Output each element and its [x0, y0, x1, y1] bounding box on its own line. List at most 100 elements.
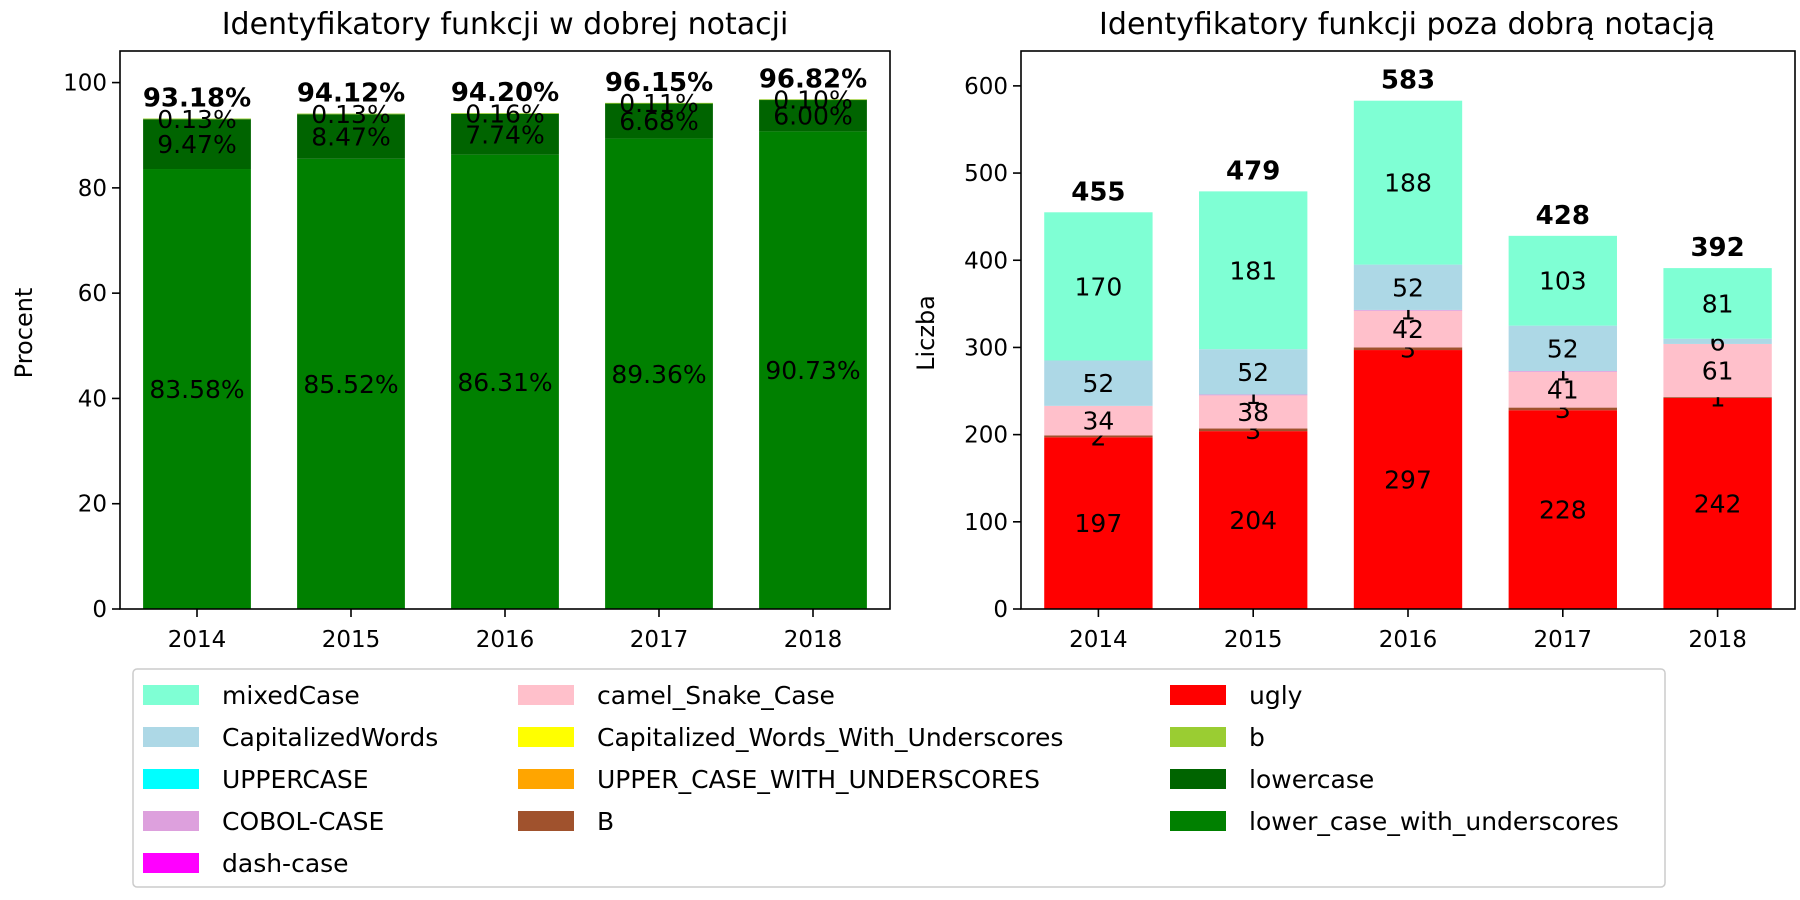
bar-segment	[759, 99, 867, 132]
bar-segment	[1353, 310, 1463, 348]
data-label: 8.47%	[311, 123, 390, 152]
data-label: 83.58%	[149, 375, 244, 404]
bar-segment	[1199, 349, 1308, 395]
y-tick-label: 100	[63, 71, 107, 97]
bar-segment	[759, 131, 867, 609]
legend-label: lowercase	[1249, 765, 1374, 794]
data-label: 34	[1082, 407, 1114, 436]
data-label: 81	[1702, 289, 1734, 318]
bar-segment	[451, 113, 559, 155]
y-tick-label: 300	[964, 335, 1008, 361]
data-label: 85.52%	[303, 370, 398, 399]
data-label: 6.68%	[619, 107, 698, 136]
bar-segment	[1199, 431, 1308, 609]
legend-label: COBOL-CASE	[222, 807, 384, 836]
legend-swatch	[1170, 811, 1226, 831]
bar-segment	[1663, 338, 1772, 344]
y-axis-label: Procent	[10, 288, 38, 379]
bar-segment	[143, 118, 251, 120]
legend-items: mixedCase CapitalizedWords UPPERCASE COBOL-…	[143, 681, 1619, 878]
bar-segment	[605, 103, 713, 139]
legend-swatch	[143, 853, 199, 873]
x-tick-label: 2015	[322, 627, 381, 653]
bar-segment	[451, 154, 559, 610]
data-label: 242	[1694, 490, 1742, 519]
y-axis-label: Liczba	[912, 295, 940, 371]
data-label: 42	[1392, 315, 1424, 344]
data-label: 170	[1075, 272, 1123, 301]
plot-area: 0100200300400500600201419723452170455201…	[964, 66, 1772, 653]
total-label: 94.12%	[297, 79, 405, 109]
bar-segment	[297, 114, 405, 159]
total-label: 455	[1071, 177, 1125, 207]
legend-label: CapitalizedWords	[222, 723, 438, 752]
data-label: 228	[1539, 496, 1587, 525]
data-label: 89.36%	[611, 360, 706, 389]
bar-segment	[1663, 268, 1772, 339]
bar-segment	[759, 99, 867, 101]
data-label: 52	[1237, 358, 1269, 387]
data-label: 188	[1384, 169, 1432, 198]
y-tick-label: 100	[964, 510, 1008, 536]
bar-segment	[1044, 405, 1153, 436]
chart-title: Identyfikatory funkcji poza dobrą notacj…	[1099, 7, 1715, 42]
data-label: 6.00%	[773, 102, 852, 131]
legend-swatch	[143, 811, 199, 831]
bar-segment	[1663, 343, 1772, 398]
bar-segment	[1044, 212, 1153, 361]
plot-area: 020406080100201483.58%9.47%0.13%93.18%20…	[63, 64, 867, 653]
data-label: 52	[1547, 334, 1579, 363]
chart-count-bad-notation: Identyfikatory funkcji poza dobrą notacj…	[912, 7, 1796, 653]
y-tick-label: 80	[78, 176, 107, 202]
data-label: 7.74%	[465, 120, 544, 149]
bar-segment	[1353, 100, 1463, 265]
y-tick-label: 60	[78, 281, 107, 307]
x-tick-label: 2014	[1069, 627, 1128, 653]
x-tick-label: 2014	[168, 627, 227, 653]
bar-segment	[1353, 350, 1463, 609]
legend-label: ugly	[1249, 681, 1303, 710]
total-label: 96.15%	[605, 68, 713, 98]
data-label: 0.11%	[619, 89, 698, 118]
bar-segment	[1044, 360, 1153, 406]
bar-segment	[1199, 428, 1308, 432]
legend: mixedCase CapitalizedWords UPPERCASE COBOL-…	[132, 668, 1666, 888]
data-label: 181	[1229, 256, 1277, 285]
y-tick-label: 500	[964, 161, 1008, 187]
legend-label: lower_case_with_underscores	[1249, 807, 1619, 836]
x-tick-label: 2018	[1688, 627, 1747, 653]
legend-label: b	[1249, 723, 1265, 752]
y-tick-label: 0	[92, 597, 107, 623]
bar-segment	[1353, 264, 1463, 310]
bar-segment	[605, 102, 713, 104]
data-label: 61	[1702, 357, 1734, 386]
bar-segment	[1353, 347, 1463, 351]
bar-segment	[1508, 370, 1617, 372]
bar-segment	[297, 113, 405, 115]
total-label: 93.18%	[143, 83, 251, 113]
axes-frame	[1020, 50, 1796, 610]
data-label: 204	[1229, 506, 1277, 535]
data-label: 0.13%	[157, 105, 236, 134]
total-label: 583	[1381, 66, 1435, 96]
bar-segment	[1199, 394, 1308, 396]
legend-swatch	[143, 727, 199, 747]
legend-swatch	[1170, 685, 1226, 705]
legend-label: UPPERCASE	[222, 765, 369, 794]
bar-segment	[1199, 191, 1308, 350]
legend-label: mixedCase	[222, 681, 360, 710]
data-label: 90.73%	[765, 356, 860, 385]
bar-segment	[1508, 325, 1617, 371]
total-label: 96.82%	[759, 64, 867, 94]
bar-segment	[1663, 397, 1772, 399]
data-label: 9.47%	[157, 130, 236, 159]
bar-segment	[1044, 437, 1153, 609]
data-label: 103	[1539, 267, 1587, 296]
bar-segment	[1508, 410, 1617, 609]
bar-segment	[143, 169, 251, 609]
data-label: 197	[1075, 509, 1123, 538]
legend-label: B	[597, 807, 614, 836]
bar-segment	[1044, 435, 1153, 438]
y-tick-label: 200	[964, 423, 1008, 449]
